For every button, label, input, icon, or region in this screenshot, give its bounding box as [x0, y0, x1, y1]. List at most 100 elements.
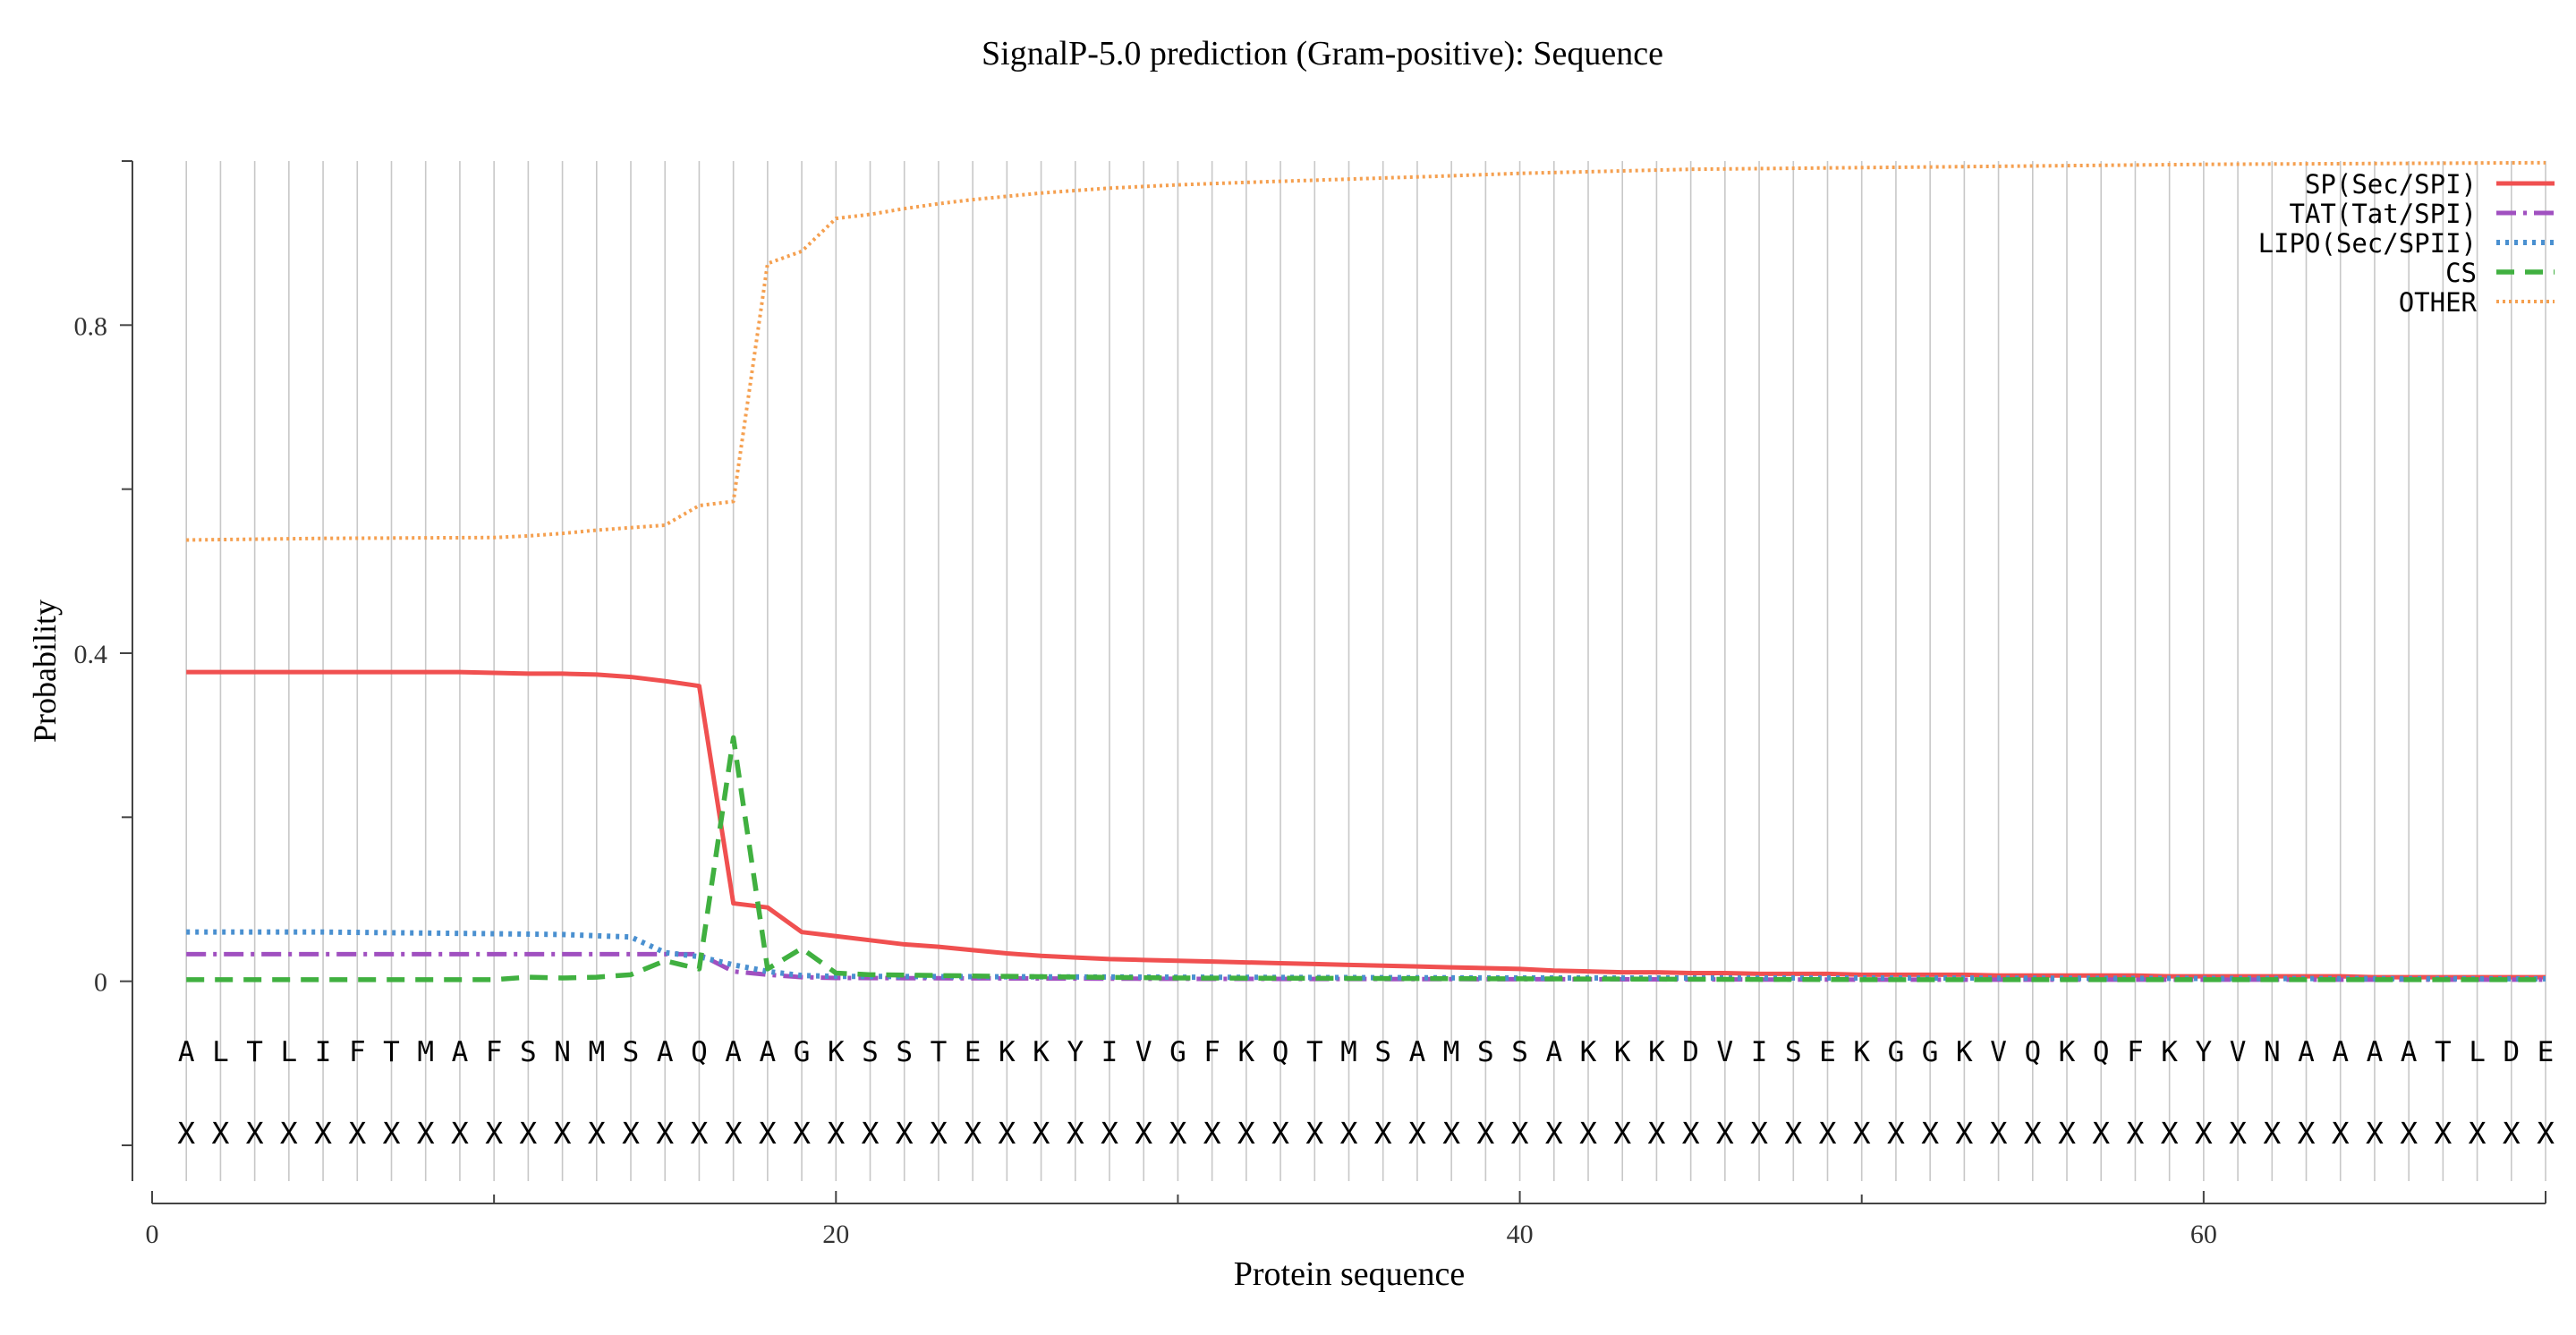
series-line-1 — [186, 951, 2546, 982]
sequence-letter: Q — [2024, 1036, 2041, 1068]
sequence-letter: K — [1580, 1036, 1597, 1068]
sequence-letter: Q — [691, 1036, 708, 1068]
sequence-letter: F — [2127, 1036, 2144, 1068]
sequence-letter: I — [315, 1036, 332, 1068]
annotation-marker: X — [383, 1116, 401, 1151]
annotation-marker: X — [690, 1116, 708, 1151]
annotation-marker: X — [2024, 1116, 2042, 1151]
series-lines — [186, 160, 2546, 982]
annotation-marker: X — [1033, 1116, 1050, 1151]
sequence-letter: S — [896, 1036, 913, 1068]
sequence-letter: Y — [1067, 1036, 1084, 1068]
annotation-marker: X — [519, 1116, 537, 1151]
series-line-0 — [186, 669, 2546, 980]
sequence-letter: K — [1033, 1036, 1050, 1068]
chart-title: SignalP-5.0 prediction (Gram-positive): … — [982, 35, 1663, 72]
annotation-marker: X — [1135, 1116, 1152, 1151]
annotation-marker: X — [2058, 1116, 2076, 1151]
annotation-marker: X — [827, 1116, 845, 1151]
annotation-marker: X — [2161, 1116, 2179, 1151]
sequence-letter: K — [2059, 1036, 2076, 1068]
y-tick-label: 0 — [94, 968, 107, 998]
sequence-letter: A — [760, 1036, 777, 1068]
annotation-marker: X — [2195, 1116, 2213, 1151]
annotation-marker: X — [1819, 1116, 1837, 1151]
annotation-marker: X — [2126, 1116, 2144, 1151]
annotation-marker: X — [554, 1116, 572, 1151]
sequence-letter: V — [1717, 1036, 1734, 1068]
annotation-marker: X — [1545, 1116, 1563, 1151]
legend-label: LIPO(Sec/SPII) — [2258, 228, 2477, 259]
annotation-marker: X — [588, 1116, 606, 1151]
sequence-letter: S — [862, 1036, 879, 1068]
annotation-marker: X — [656, 1116, 674, 1151]
annotation-marker: X — [793, 1116, 811, 1151]
sequence-letter: I — [1751, 1036, 1768, 1068]
annotation-marker: X — [280, 1116, 298, 1151]
annotation-marker: X — [1305, 1116, 1323, 1151]
annotation-marker: X — [1750, 1116, 1768, 1151]
annotation-marker: X — [2537, 1116, 2555, 1151]
sequence-letter: T — [931, 1036, 948, 1068]
annotation-marker: X — [2434, 1116, 2452, 1151]
legend-label: CS — [2445, 258, 2477, 288]
annotation-marker: X — [1613, 1116, 1631, 1151]
sequence-letter: L — [212, 1036, 229, 1068]
sequence-letter: A — [2332, 1036, 2349, 1068]
sequence-letter: A — [725, 1036, 742, 1068]
annotation-marker: X — [211, 1116, 229, 1151]
sequence-letter: I — [1101, 1036, 1118, 1068]
sequence-letter: K — [828, 1036, 845, 1068]
sequence-letter: D — [2503, 1036, 2520, 1068]
sequence-letter: N — [554, 1036, 571, 1068]
annotation-marker: X — [1955, 1116, 1973, 1151]
annotation-marker: X — [1169, 1116, 1186, 1151]
annotation-marker: X — [964, 1116, 982, 1151]
sequence-letter: E — [965, 1036, 982, 1068]
annotation-marker: X — [2366, 1116, 2384, 1151]
sequence-letter: Q — [1272, 1036, 1289, 1068]
annotation-marker: X — [1374, 1116, 1392, 1151]
sequence-letter: G — [794, 1036, 811, 1068]
annotation-marker: X — [1408, 1116, 1426, 1151]
sequence-letter: A — [2298, 1036, 2315, 1068]
sequence-letter: E — [2538, 1036, 2555, 1068]
annotation-marker: X — [1340, 1116, 1358, 1151]
annotation-marker: X — [1716, 1116, 1734, 1151]
annotation-marker: X — [2092, 1116, 2110, 1151]
sequence-letter: T — [2435, 1036, 2452, 1068]
annotation-marker: X — [2503, 1116, 2521, 1151]
annotation-marker: X — [348, 1116, 366, 1151]
sequence-letter: L — [2469, 1036, 2486, 1068]
sequence-letter: M — [1340, 1036, 1357, 1068]
y-axis-label: Probability — [27, 599, 63, 743]
annotation-marker: X — [485, 1116, 503, 1151]
annotation-marker: X — [246, 1116, 264, 1151]
sequence-letter: M — [1443, 1036, 1460, 1068]
sequence-letter: G — [1922, 1036, 1939, 1068]
annotation-marker: X — [622, 1116, 640, 1151]
x-axis: 0 20 40 60 — [146, 1191, 2546, 1249]
legend-label: SP(Sec/SPI) — [2305, 169, 2477, 200]
legend-label: OTHER — [2399, 287, 2478, 318]
legend-label: TAT(Tat/SPI) — [2289, 199, 2477, 229]
annotation-marker: X — [2469, 1116, 2487, 1151]
x-tick-label: 20 — [822, 1220, 849, 1249]
annotation-marker: X — [1853, 1116, 1871, 1151]
sequence-letter: V — [2230, 1036, 2247, 1068]
annotation-marker: X — [896, 1116, 914, 1151]
sequence-letter: K — [1238, 1036, 1255, 1068]
sequence-letter: A — [452, 1036, 469, 1068]
sequence-letter: S — [1511, 1036, 1528, 1068]
annotation-marker: X — [417, 1116, 435, 1151]
sequence-letter: K — [1956, 1036, 1973, 1068]
sequence-letter: T — [383, 1036, 400, 1068]
x-tick-label: 40 — [1507, 1220, 1534, 1249]
sequence-letter: F — [1203, 1036, 1220, 1068]
annotation-marker: X — [1682, 1116, 1700, 1151]
annotation-marker: X — [725, 1116, 743, 1151]
sequence-letter: K — [1614, 1036, 1631, 1068]
sequence-letter: Q — [2093, 1036, 2110, 1068]
sequence-letter: M — [417, 1036, 434, 1068]
